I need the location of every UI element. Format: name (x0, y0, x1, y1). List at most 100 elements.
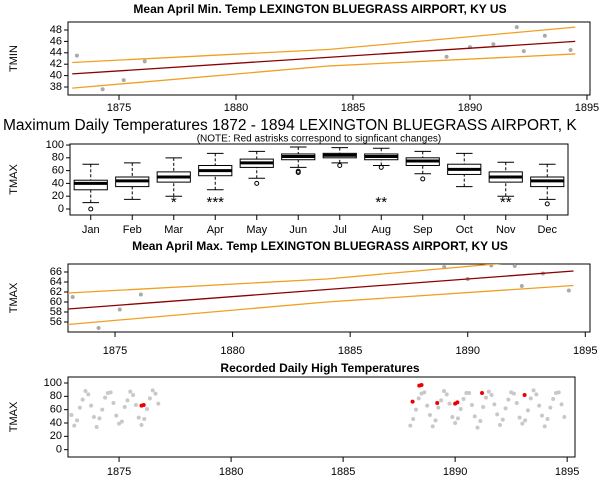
point (444, 392, 449, 397)
chart-subtitle: (NOTE: Red astrisks correspond to signfi… (197, 134, 442, 145)
point (69, 413, 74, 417)
point (150, 388, 155, 393)
point (486, 389, 491, 394)
point (534, 392, 539, 397)
point (156, 401, 161, 406)
point (108, 390, 113, 395)
point (131, 393, 136, 397)
point (481, 405, 486, 409)
point (100, 407, 105, 412)
x-tick-label: 1895 (575, 102, 599, 114)
x-tick-label: 1885 (331, 466, 355, 478)
plot-frame (69, 143, 569, 216)
plot-area (68, 264, 574, 330)
x-tick-label: 1890 (458, 102, 482, 114)
point (439, 398, 444, 403)
x-tick-label: 1875 (107, 466, 131, 478)
y-axis-label: TMAX (8, 282, 20, 313)
point (114, 413, 119, 418)
y-tick-label: 46 (50, 35, 62, 47)
outlier (295, 168, 301, 174)
point (136, 415, 141, 420)
point (512, 264, 517, 268)
point (419, 383, 424, 387)
y-tick-label: 64 (50, 276, 62, 288)
x-tick-label: 1895 (555, 466, 579, 478)
point (461, 397, 466, 401)
point (562, 415, 567, 419)
point (413, 407, 418, 412)
y-axis-label: TMAX (8, 401, 20, 432)
y-tick-label: 48 (50, 24, 62, 36)
plot-frame (67, 263, 591, 333)
point (422, 390, 427, 395)
point (416, 396, 421, 401)
point (542, 424, 547, 429)
point (125, 398, 130, 403)
outlier (88, 206, 94, 212)
point (447, 401, 452, 406)
y-tick-label: 56 (50, 316, 62, 328)
x-tick-label: Jan (82, 224, 100, 236)
y-tick-label: 60 (50, 404, 62, 416)
point (86, 392, 91, 397)
point (503, 406, 508, 411)
significance-mark: ** (500, 194, 512, 211)
y-tick-label: 80 (50, 390, 62, 402)
trend-line (68, 264, 503, 294)
y-tick-label: 38 (50, 81, 62, 93)
significance-mark: * (171, 194, 177, 211)
point (97, 416, 102, 421)
y-tick-label: 0 (58, 203, 64, 215)
point (70, 295, 75, 299)
point (497, 423, 502, 427)
significance-mark: ** (375, 194, 387, 211)
point (145, 407, 150, 411)
x-tick-label: Mar (164, 224, 183, 236)
point (520, 421, 525, 426)
point (450, 415, 455, 419)
point (517, 415, 522, 420)
point (410, 399, 415, 404)
point (506, 397, 511, 402)
point (138, 292, 143, 297)
chart-title: Mean April Min. Temp LEXINGTON BLUEGRASS… (133, 2, 506, 16)
point (80, 397, 85, 402)
outlier (254, 180, 260, 186)
outlier (378, 164, 384, 170)
point (142, 59, 147, 64)
x-tick-label: Oct (456, 224, 473, 236)
x-tick-label: Apr (207, 224, 224, 236)
point (539, 413, 544, 418)
point (511, 391, 516, 396)
point (472, 414, 477, 419)
point (548, 405, 553, 410)
point (128, 389, 133, 394)
point (514, 401, 519, 405)
x-tick-label: May (246, 224, 267, 236)
x-tick-label: 1885 (341, 102, 365, 114)
point (528, 396, 533, 401)
point (521, 49, 526, 54)
trend-line (72, 53, 576, 89)
point (441, 389, 446, 393)
point (83, 389, 88, 393)
point (480, 391, 485, 395)
x-tick-label: 1880 (219, 466, 243, 478)
plot-area (69, 383, 567, 430)
y-tick-label: 40 (50, 70, 62, 82)
point (464, 391, 469, 395)
y-tick-label: 100 (46, 139, 64, 151)
point (408, 423, 413, 428)
point (469, 403, 474, 407)
point (111, 401, 116, 405)
point (492, 402, 497, 407)
plot-frame (67, 376, 576, 458)
point (100, 87, 105, 92)
x-tick-label: 1880 (220, 345, 244, 357)
point (153, 391, 158, 396)
point (72, 423, 77, 428)
x-tick-label: Feb (123, 224, 142, 236)
point (75, 418, 80, 423)
